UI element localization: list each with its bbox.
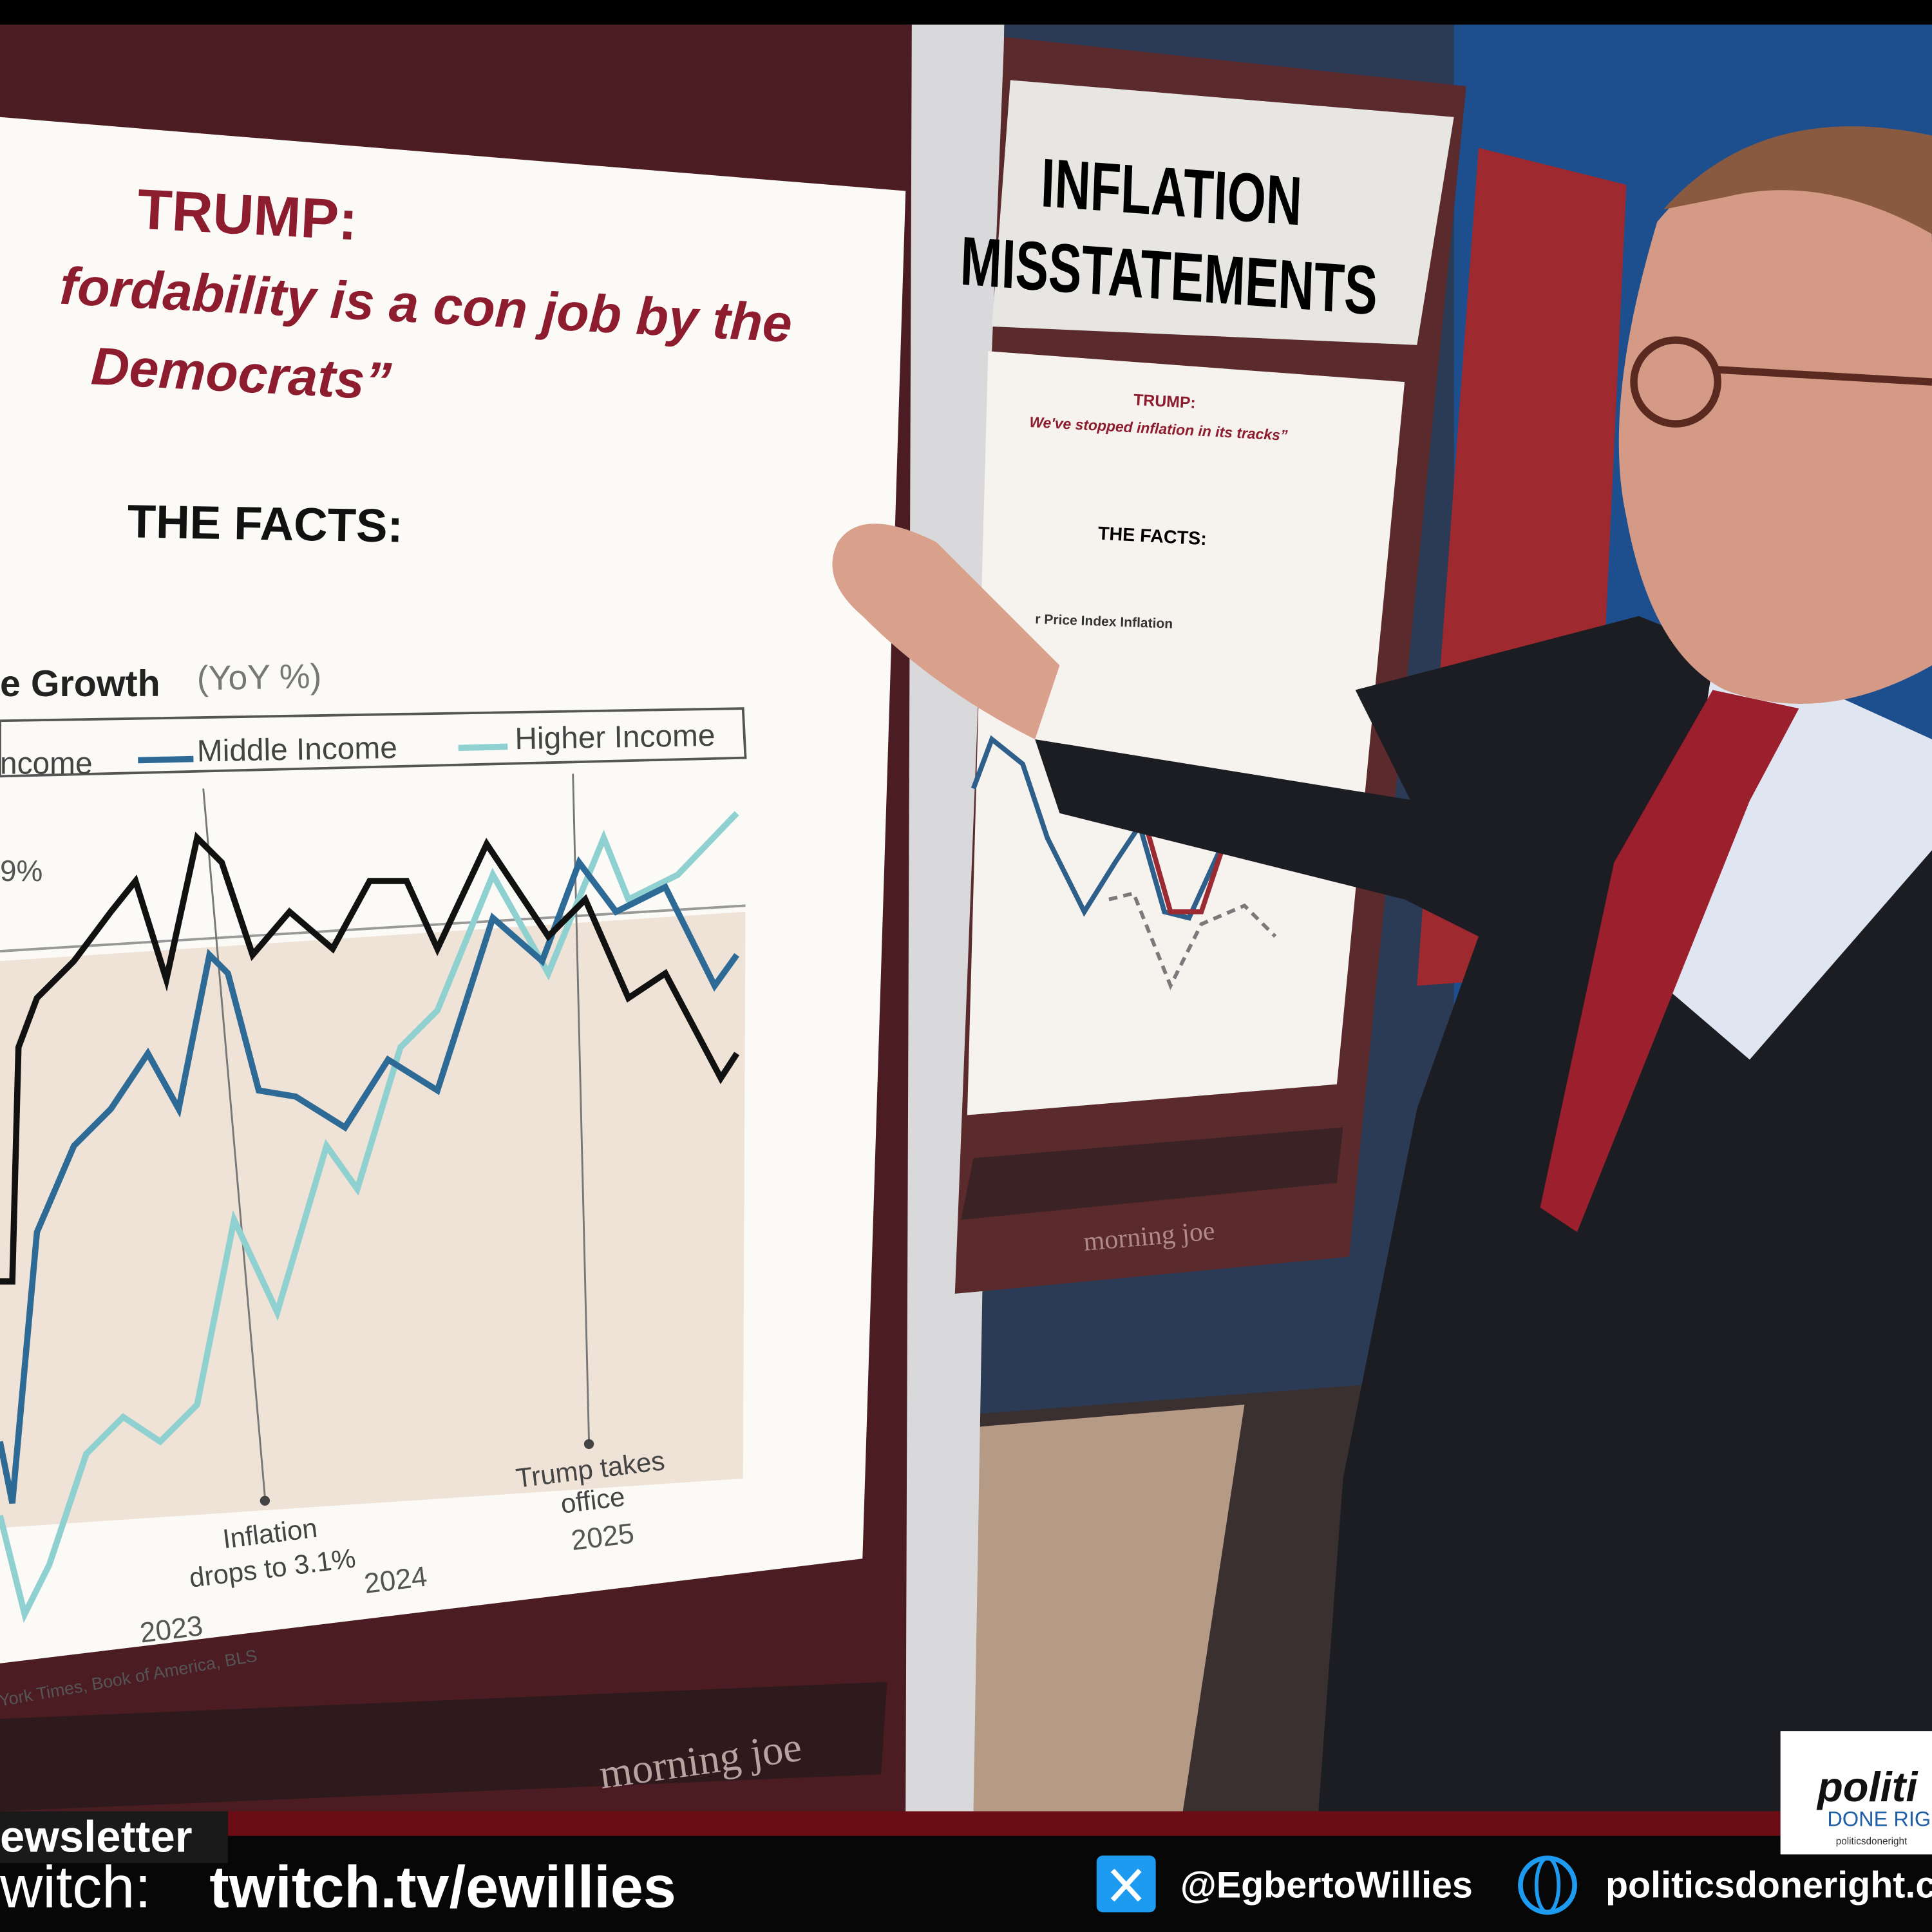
main-board-footer-strip <box>0 1681 887 1812</box>
event-dot <box>260 1495 270 1506</box>
event-line <box>202 788 266 1497</box>
pillar <box>893 24 1005 1812</box>
main-board-speaker: TRUMP: <box>136 177 359 252</box>
logo-text: politicsdoneright <box>1836 1836 1908 1847</box>
ticker-strip <box>227 1811 1781 1836</box>
legend-swatch <box>138 755 194 764</box>
glasses-arm <box>1717 366 1932 386</box>
top-bar <box>0 0 1932 25</box>
logo-text: DONE RIG <box>1827 1807 1931 1830</box>
legend-swatch <box>458 743 508 752</box>
x-axis-year: 2024 <box>363 1560 429 1600</box>
ticker-link: twitch.tv/ewillies <box>209 1855 676 1920</box>
chart-unit: (YoY %) <box>196 658 322 697</box>
legend-entry: ncome <box>0 747 93 781</box>
reference-line <box>0 904 746 952</box>
floor-light <box>949 1405 1245 1812</box>
legend-entry: Higher Income <box>515 719 715 756</box>
ticker-handle: @EgbertoWillies <box>1180 1864 1473 1906</box>
event-dot <box>583 1439 594 1449</box>
event-line <box>572 773 590 1442</box>
middle-income-line <box>0 856 740 1504</box>
side-board-footer-strip <box>961 1127 1343 1220</box>
side-chart-line-dashed <box>1108 891 1277 990</box>
legend-box <box>0 707 747 778</box>
side-chart-line-red <box>1143 824 1229 914</box>
newsletter-box <box>0 1811 228 1863</box>
hair <box>1663 126 1932 234</box>
side-board-header <box>992 80 1454 345</box>
head <box>1618 131 1932 704</box>
logo-box <box>1780 1731 1932 1855</box>
side-chart-line <box>971 735 1222 921</box>
x-glyph <box>1110 1868 1142 1902</box>
higher-income-line <box>0 811 739 1624</box>
side-board-speaker: TRUMP: <box>1133 391 1196 412</box>
side-board-title: INFLATION <box>1039 144 1303 240</box>
ticker-newsletter: ewsletter <box>0 1812 193 1862</box>
tie <box>1540 690 1799 1233</box>
chart-shade <box>0 911 746 1528</box>
main-board-facts: THE FACTS: <box>127 495 403 552</box>
chart-side-note: 9% <box>0 854 43 887</box>
ticker-website: politicsdoneright.co <box>1605 1864 1932 1906</box>
ticker-label: witch: <box>0 1855 151 1920</box>
x-axis-year: 2023 <box>138 1610 205 1649</box>
x-axis-year: 2025 <box>569 1517 636 1557</box>
lower-income-line <box>0 831 740 1285</box>
logo-text: politi <box>1816 1763 1918 1810</box>
suit-arm <box>1035 640 1602 937</box>
globe-icon-meridian <box>1534 1856 1561 1915</box>
side-board-panel <box>967 351 1405 1115</box>
hand <box>832 524 1060 739</box>
glasses <box>1630 336 1721 428</box>
chart-title: e Growth <box>0 663 160 705</box>
legend-entry: Middle Income <box>196 731 397 768</box>
